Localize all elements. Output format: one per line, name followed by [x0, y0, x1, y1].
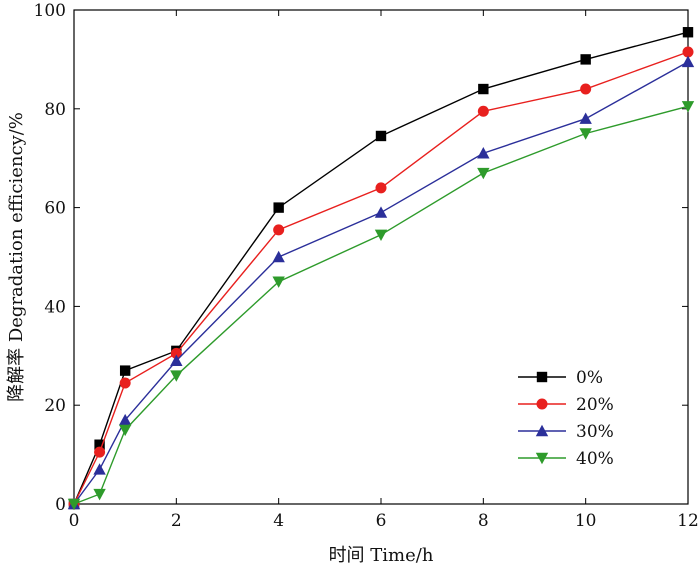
data-point	[273, 202, 284, 213]
data-point	[67, 498, 81, 511]
legend-marker	[536, 371, 548, 383]
legend-entry: 0%	[518, 368, 603, 388]
data-point	[170, 347, 182, 359]
series-layer	[67, 27, 695, 511]
x-tick-label: 0	[69, 511, 80, 531]
series-3	[67, 101, 695, 511]
legend-marker	[536, 398, 548, 410]
x-tick-label: 4	[273, 511, 284, 531]
data-point	[118, 413, 132, 426]
axis-ticks: 0 2 4 6 8 10 12 0 20 40 60 80 100	[34, 1, 699, 531]
data-point	[478, 83, 489, 95]
y-axis-label: 降解率 Degradation efficiency/%	[6, 112, 27, 402]
data-point	[681, 101, 695, 113]
legend-entry: 20%	[518, 395, 614, 415]
data-point	[119, 377, 131, 389]
data-point	[118, 424, 132, 437]
data-point	[580, 54, 591, 65]
data-point	[119, 365, 131, 376]
data-point	[374, 206, 388, 218]
legend-label: 30%	[576, 422, 614, 442]
data-point	[477, 167, 490, 180]
data-point	[94, 439, 105, 450]
data-point	[170, 370, 183, 382]
x-tick-label: 8	[478, 511, 489, 531]
data-point	[477, 105, 489, 117]
data-point	[682, 27, 694, 38]
data-point	[93, 463, 106, 475]
legend-label: 40%	[576, 449, 614, 469]
x-tick-label: 2	[171, 511, 182, 531]
legend-entry: 40%	[518, 449, 614, 469]
data-point	[580, 83, 592, 95]
data-point	[477, 147, 490, 159]
legend-label: 20%	[576, 395, 614, 415]
data-point	[682, 46, 694, 58]
legend-marker	[535, 424, 549, 437]
data-point	[375, 130, 387, 142]
y-tick-label: 80	[44, 100, 66, 120]
y-tick-label: 20	[44, 396, 66, 416]
legend-entry: 30%	[518, 422, 614, 442]
x-tick-label: 6	[376, 511, 387, 531]
data-point	[94, 446, 106, 458]
data-point	[374, 229, 388, 241]
data-point	[579, 128, 592, 140]
data-point	[93, 488, 106, 501]
y-tick-label: 40	[44, 297, 66, 317]
data-point	[273, 224, 285, 236]
legend-label: 0%	[576, 368, 603, 388]
x-axis-label: 时间 Time/h	[329, 545, 434, 566]
data-point	[170, 354, 183, 366]
legend: 0% 20% 30% 40%	[518, 368, 614, 469]
y-tick-label: 100	[34, 1, 66, 21]
data-point	[579, 112, 592, 124]
series-2	[67, 55, 695, 510]
x-tick-label: 10	[575, 511, 597, 531]
y-tick-label: 0	[55, 495, 66, 515]
data-point	[681, 55, 695, 68]
data-point	[272, 276, 285, 288]
legend-marker	[535, 452, 549, 465]
x-tick-label: 12	[677, 511, 699, 531]
data-point	[375, 182, 387, 194]
y-tick-label: 60	[44, 199, 66, 219]
data-point	[272, 250, 285, 263]
